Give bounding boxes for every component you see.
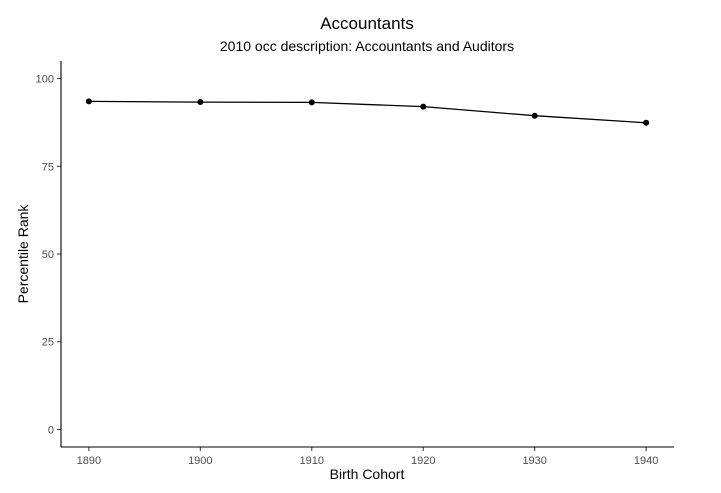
y-axis-ticks: 0 25 50 75 100	[36, 74, 61, 436]
y-tick-label: 75	[42, 161, 54, 173]
series-line	[88, 100, 647, 124]
data-point	[643, 119, 650, 126]
x-tick-label: 1900	[188, 455, 212, 467]
data-point	[308, 99, 315, 106]
data-point	[420, 103, 427, 110]
data-point	[531, 112, 538, 119]
x-axis-ticks: 1890 1900 1910 1920 1930 1940	[77, 447, 658, 467]
y-tick-label: 50	[42, 249, 54, 261]
chart-title: Accountants	[320, 14, 414, 33]
y-tick-label: 25	[42, 337, 54, 349]
data-point	[197, 99, 204, 106]
y-tick-label: 100	[36, 74, 54, 86]
x-tick-label: 1890	[77, 455, 101, 467]
y-tick-label: 0	[48, 424, 54, 436]
x-tick-label: 1920	[411, 455, 435, 467]
data-points	[85, 98, 650, 126]
data-point	[85, 98, 92, 105]
x-tick-label: 1940	[634, 455, 658, 467]
y-axis-title: Percentile Rank	[15, 204, 31, 304]
x-axis-title: Birth Cohort	[330, 466, 405, 482]
chart-subtitle: 2010 occ description: Accountants and Au…	[220, 38, 514, 54]
plot-area: 0 25 50 75 100 1890 1900 1910 1920 1930 1940	[36, 61, 674, 467]
x-tick-label: 1930	[522, 455, 546, 467]
x-tick-label: 1910	[300, 455, 324, 467]
